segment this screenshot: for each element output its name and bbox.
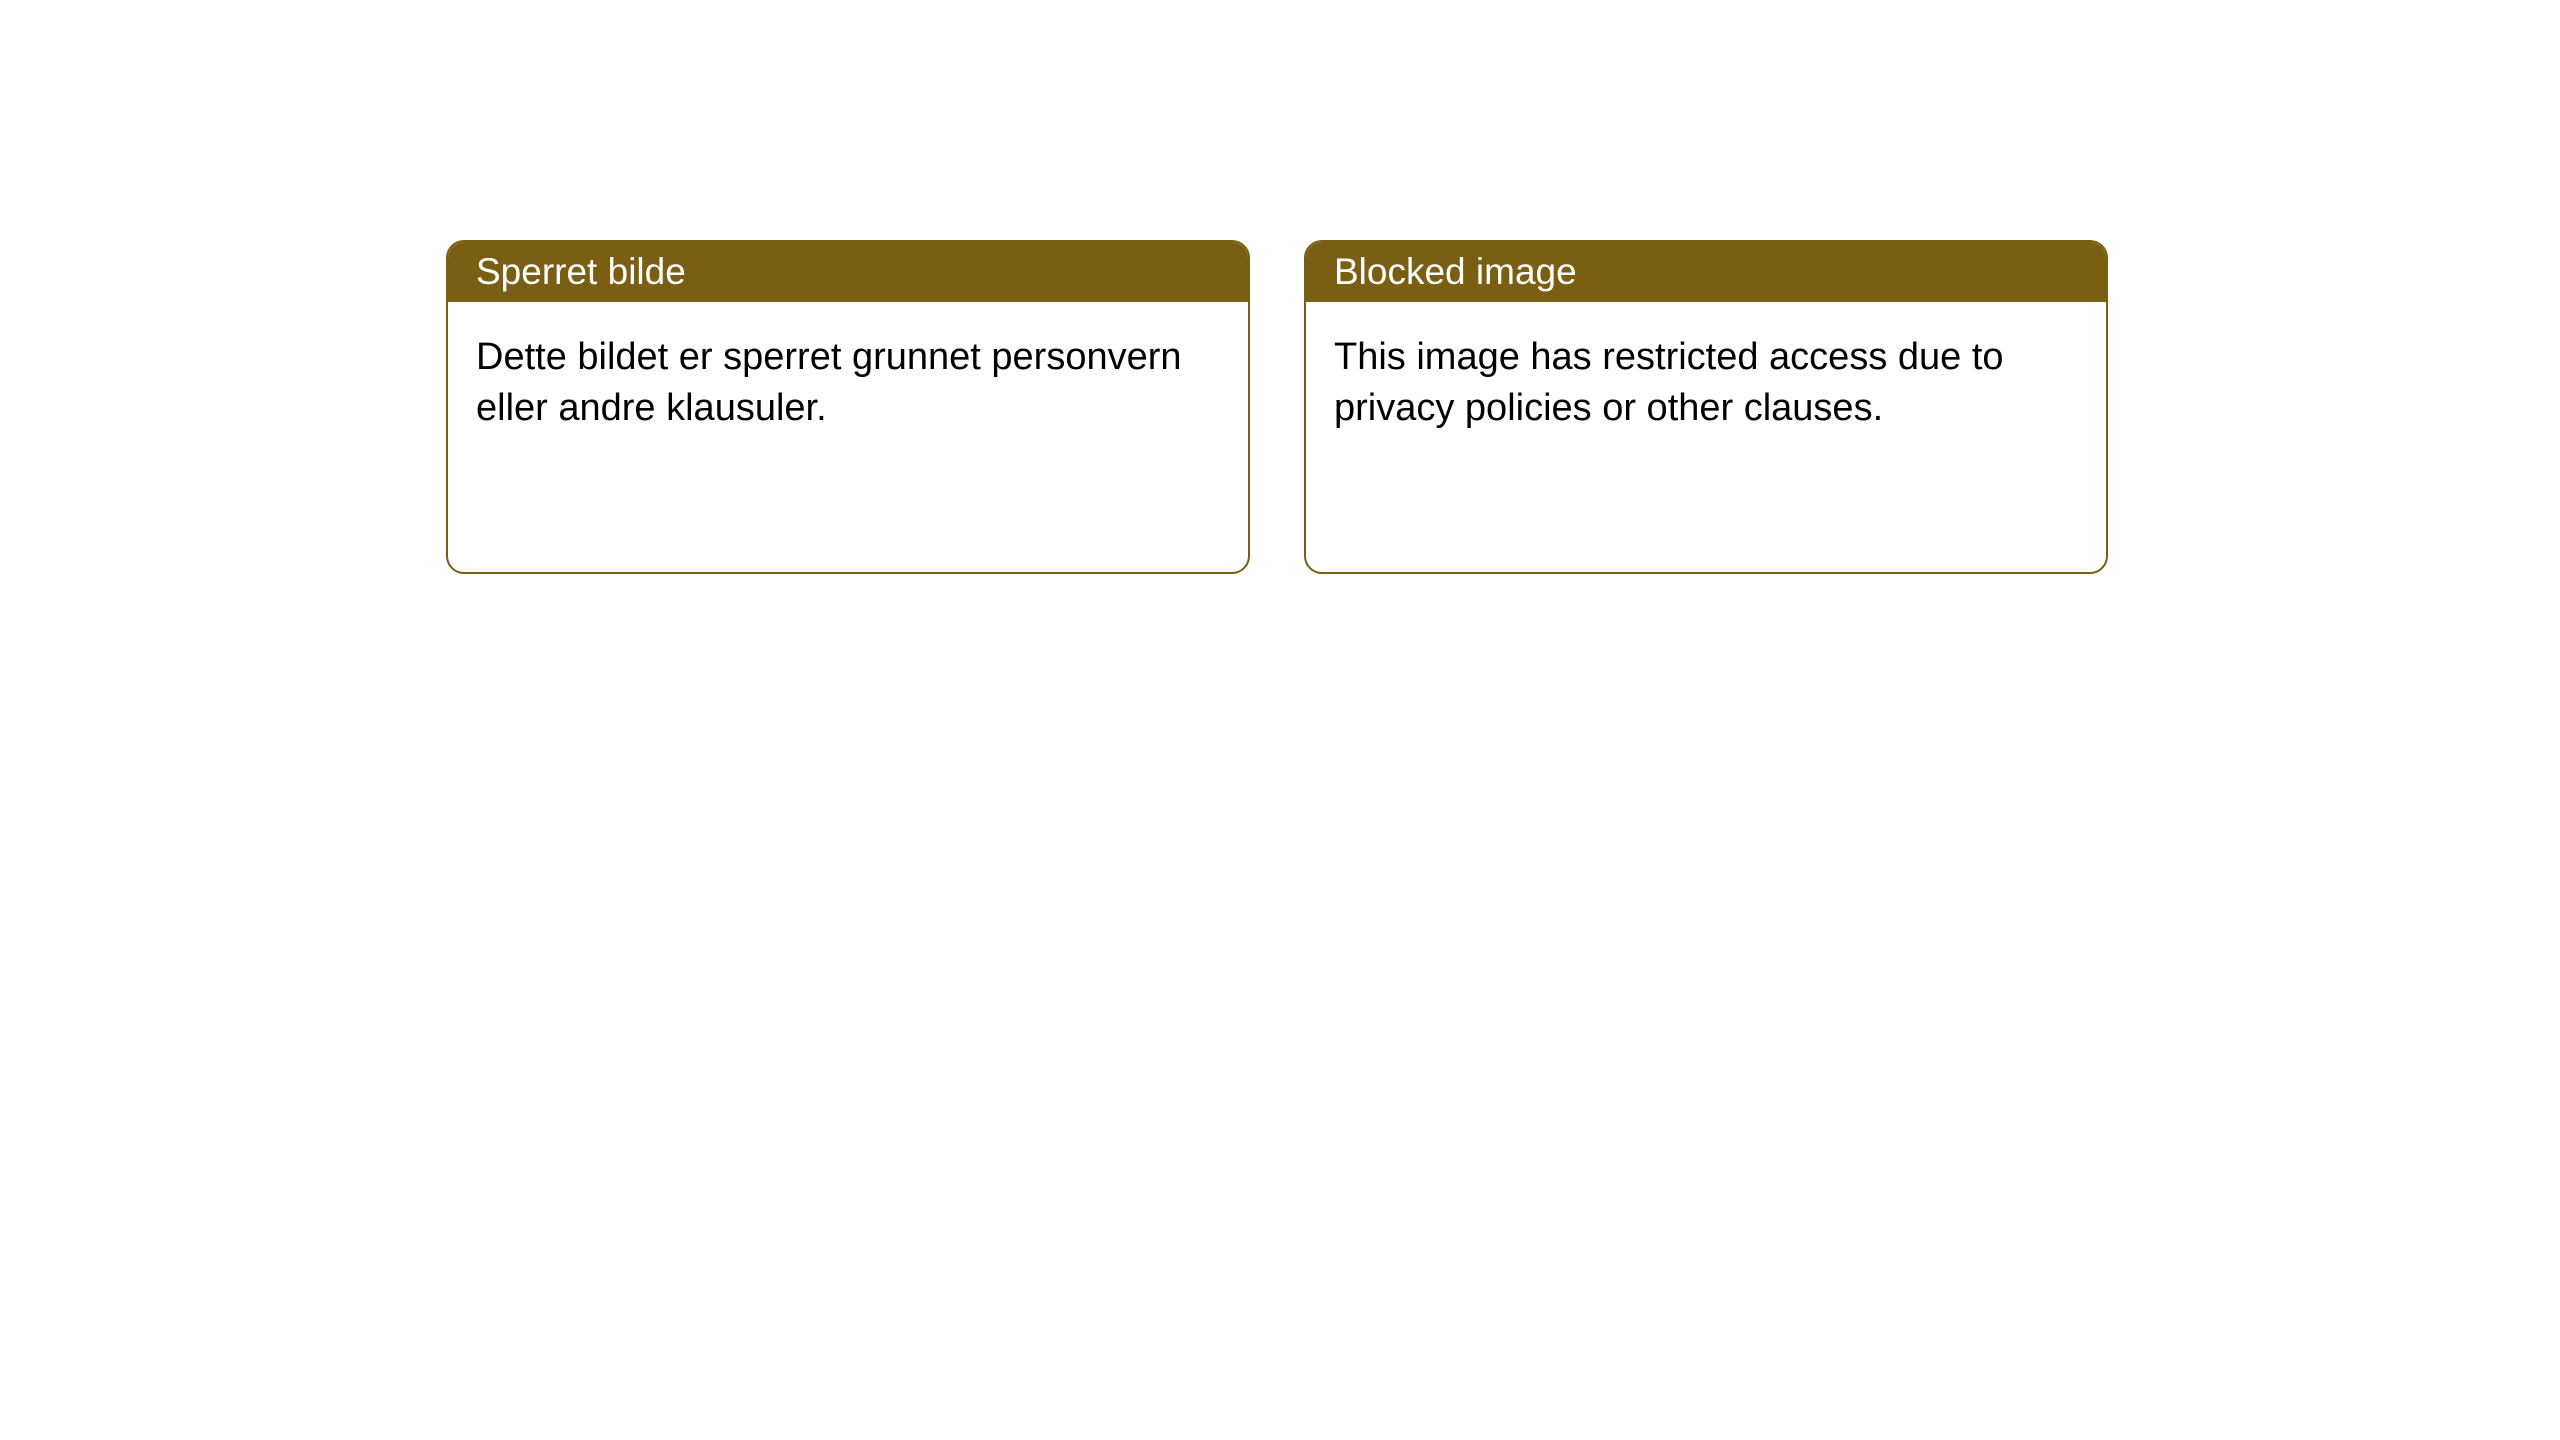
notice-header: Sperret bilde — [448, 242, 1248, 302]
notice-body: Dette bildet er sperret grunnet personve… — [448, 302, 1248, 465]
notice-header: Blocked image — [1306, 242, 2106, 302]
notice-title: Sperret bilde — [476, 251, 686, 293]
notice-body-text: This image has restricted access due to … — [1334, 336, 2004, 429]
notice-title: Blocked image — [1334, 251, 1577, 293]
notice-body-text: Dette bildet er sperret grunnet personve… — [476, 336, 1182, 429]
notice-container: Sperret bilde Dette bildet er sperret gr… — [0, 0, 2560, 574]
notice-card-norwegian: Sperret bilde Dette bildet er sperret gr… — [446, 240, 1250, 574]
notice-body: This image has restricted access due to … — [1306, 302, 2106, 465]
notice-card-english: Blocked image This image has restricted … — [1304, 240, 2108, 574]
